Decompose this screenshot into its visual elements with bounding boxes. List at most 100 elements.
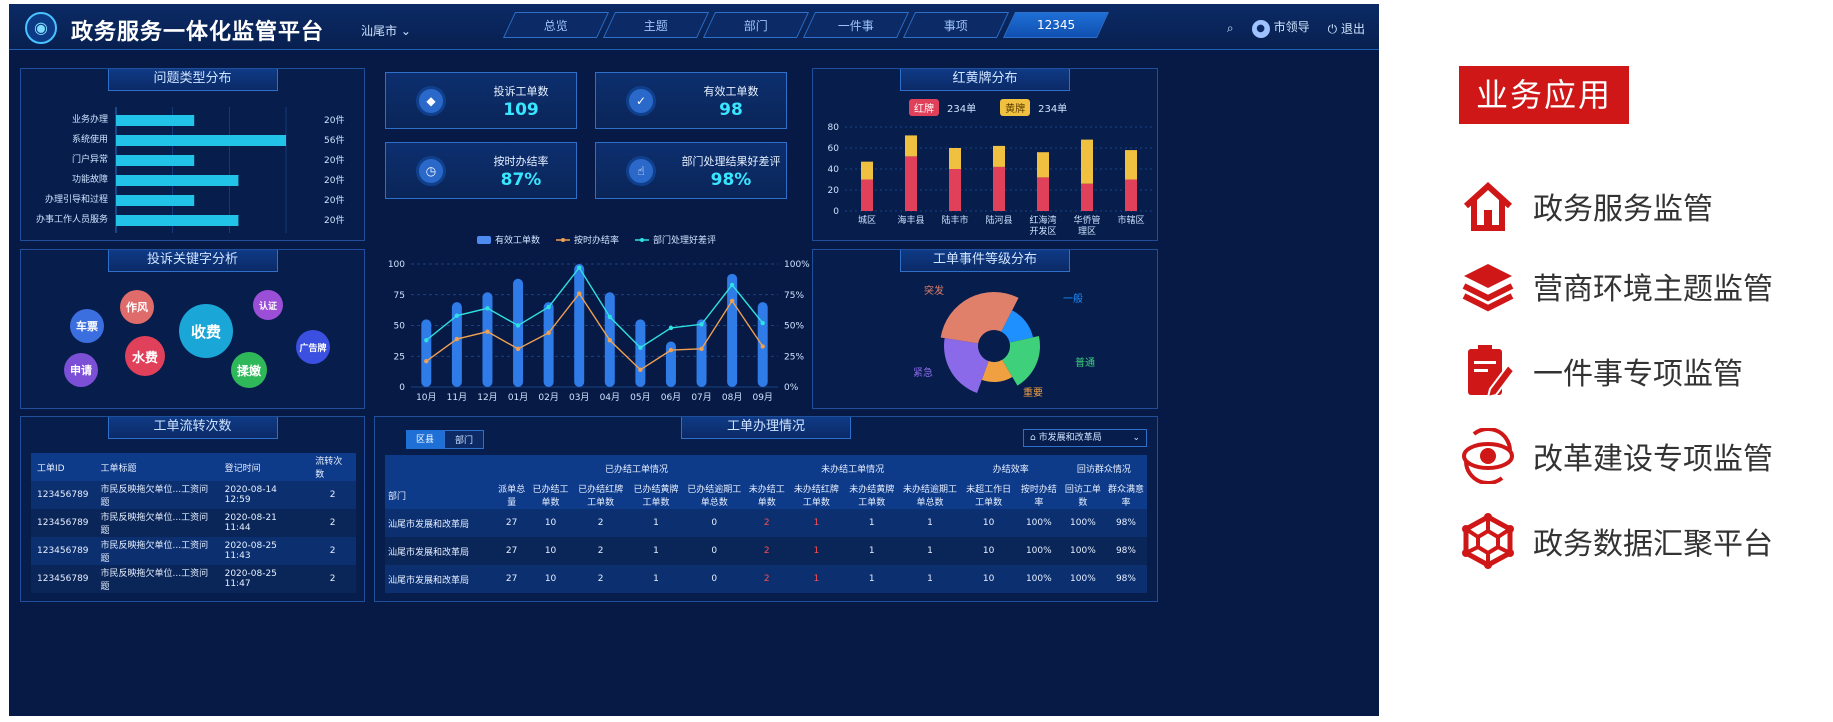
trend-bar[interactable]: [665, 341, 676, 387]
trend-bar[interactable]: [727, 273, 738, 387]
series-point[interactable]: [577, 265, 582, 270]
table-row[interactable]: 123456789 市民反映拖欠单位...工资问题 2020-08-25 11:47…: [31, 565, 356, 593]
keyword-bubble[interactable]: 收费: [179, 304, 233, 358]
tab-items[interactable]: 事项: [902, 12, 1010, 38]
kpi-card[interactable]: ✓ 有效工单数 98: [595, 72, 787, 129]
series-point[interactable]: [424, 358, 429, 364]
series-point[interactable]: [454, 336, 460, 342]
keyword-bubble[interactable]: 车票: [70, 309, 104, 343]
keyword-bubble[interactable]: 申请: [64, 353, 98, 387]
pie-slice[interactable]: [944, 338, 989, 394]
series-point[interactable]: [546, 330, 551, 336]
series-point[interactable]: [546, 304, 551, 310]
tab-12345[interactable]: 12345: [1002, 12, 1110, 38]
keyword-bubble[interactable]: 认证: [253, 290, 283, 320]
keyword-bubble[interactable]: 广告牌: [296, 330, 330, 364]
red-bar[interactable]: [949, 169, 961, 211]
red-bar[interactable]: [1081, 183, 1093, 211]
series-point[interactable]: [638, 367, 643, 372]
trend-bar[interactable]: [513, 278, 524, 387]
menu-item-reform[interactable]: 改革建设专项监管: [1459, 426, 1829, 486]
tab-one-thing[interactable]: 一件事: [802, 12, 910, 38]
series-point[interactable]: [668, 347, 674, 353]
trend-bar[interactable]: [482, 292, 493, 387]
keyword-bubble[interactable]: 揉嫩: [231, 352, 267, 388]
series-point[interactable]: [454, 313, 460, 318]
search-icon[interactable]: ⌕: [1226, 20, 1234, 35]
issue-bar[interactable]: [116, 135, 286, 146]
series-point[interactable]: [424, 338, 429, 343]
tab-theme[interactable]: 主题: [602, 12, 710, 38]
y-tick-label: 100: [388, 260, 405, 270]
table-row[interactable]: 123456789 市民反映拖欠单位...工资问题 2020-08-25 11:43…: [31, 537, 356, 565]
issue-bar[interactable]: [116, 195, 195, 206]
yellow-bar[interactable]: [993, 145, 1005, 167]
logout-button[interactable]: ⏻ 退出: [1327, 21, 1365, 36]
table-row[interactable]: 123456789 市民反映拖欠单位...工资问题 2020-08-21 11:44…: [31, 509, 356, 537]
issue-bar[interactable]: [116, 175, 239, 186]
pie-slice[interactable]: [1001, 310, 1034, 343]
yellow-bar[interactable]: [1037, 152, 1049, 178]
trend-bar[interactable]: [574, 264, 585, 387]
series-point[interactable]: [729, 282, 735, 288]
pie-slice[interactable]: [940, 292, 1019, 344]
pie-slice[interactable]: [1002, 335, 1040, 386]
series-point[interactable]: [607, 314, 612, 320]
yellow-bar[interactable]: [1081, 139, 1093, 184]
series-point[interactable]: [638, 345, 643, 350]
series-point[interactable]: [699, 346, 704, 352]
trend-bar[interactable]: [543, 302, 554, 387]
keyword-bubble[interactable]: 水费: [125, 336, 165, 376]
menu-item-one-thing[interactable]: 一件事专项监管: [1459, 341, 1829, 401]
keyword-bubble[interactable]: 作风: [120, 290, 154, 324]
yellow-bar[interactable]: [905, 135, 917, 157]
red-bar[interactable]: [1037, 177, 1049, 211]
menu-item-gov-service[interactable]: 政务服务监管: [1459, 176, 1829, 236]
city-selector[interactable]: 汕尾市 ⌄: [361, 24, 411, 38]
series-point[interactable]: [699, 322, 704, 327]
series-point[interactable]: [760, 344, 765, 349]
series-point[interactable]: [515, 346, 521, 352]
series-point[interactable]: [668, 325, 674, 331]
kpi-card[interactable]: ☝ 部门处理结果好差评 98%: [595, 142, 787, 199]
yellow-bar[interactable]: [861, 161, 873, 180]
trend-bar[interactable]: [421, 319, 432, 387]
yellow-bar[interactable]: [1125, 150, 1137, 180]
table-row[interactable]: 汕尾市发展和改革局 27 10 2 1 0 2 1 1 1 10 100% 100% 98%: [385, 565, 1147, 593]
table-row[interactable]: 汕尾市发展和改革局 27 10 2 1 0 2 1 1 1 10 100% 100% 98%: [385, 537, 1147, 565]
issue-bar[interactable]: [116, 115, 195, 126]
series-point[interactable]: [729, 298, 735, 304]
issue-bar[interactable]: [116, 215, 239, 226]
series-point[interactable]: [515, 323, 521, 328]
series-point[interactable]: [485, 329, 490, 334]
series-point[interactable]: [577, 291, 582, 296]
yellow-bar[interactable]: [949, 148, 961, 169]
table-row[interactable]: 汕尾市发展和改革局 27 10 2 1 0 2 1 1 1 10 100% 100% 98%: [385, 509, 1147, 537]
trend-bar[interactable]: [451, 302, 462, 387]
toggle-district[interactable]: 区县: [406, 430, 445, 449]
kpi-card[interactable]: ◷ 按时办结率 87%: [385, 142, 577, 199]
menu-item-business-env[interactable]: 营商环境主题监管: [1459, 256, 1829, 316]
pie-slice[interactable]: [981, 359, 1013, 382]
trend-bar[interactable]: [696, 319, 707, 387]
x-tick-label: 09月: [752, 392, 772, 403]
tab-department[interactable]: 部门: [702, 12, 810, 38]
issue-bar[interactable]: [116, 155, 195, 166]
trend-bar[interactable]: [635, 319, 646, 387]
menu-item-data-hub[interactable]: 政务数据汇聚平台: [1459, 511, 1829, 571]
table-row[interactable]: 123456789 市民反映拖欠单位...工资问题 2020-08-14 12:59…: [31, 481, 356, 509]
event-levels-panel: 工单事件等级分布 突发 一般 普通 重要 紧急: [812, 249, 1158, 409]
red-bar[interactable]: [1125, 179, 1137, 212]
orbit-icon: [1459, 427, 1517, 485]
kpi-card[interactable]: ◆ 投诉工单数 109: [385, 72, 577, 129]
series-point[interactable]: [485, 306, 490, 311]
tab-overview[interactable]: 总览: [502, 12, 610, 38]
red-bar[interactable]: [905, 156, 917, 211]
red-bar[interactable]: [993, 166, 1005, 211]
series-point[interactable]: [607, 338, 612, 343]
toggle-department[interactable]: 部门: [444, 430, 485, 449]
red-bar[interactable]: [861, 179, 873, 212]
series-point[interactable]: [760, 320, 765, 326]
department-select[interactable]: ⌂ 市发展和改革局 ⌄: [1023, 429, 1147, 447]
user-menu[interactable]: ● 市领导: [1251, 18, 1310, 38]
